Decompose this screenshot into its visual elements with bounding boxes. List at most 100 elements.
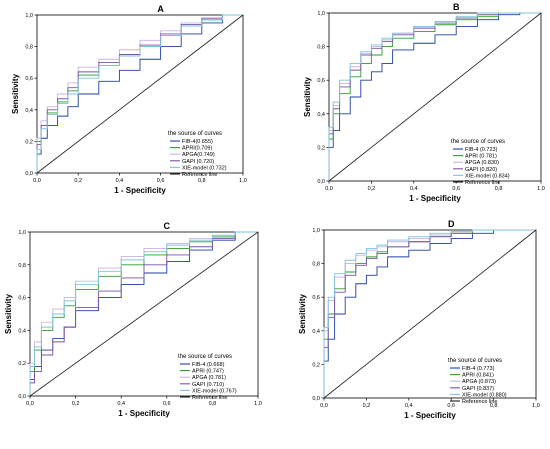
panel-label: D bbox=[448, 219, 455, 229]
y-tick-label: 0,6 bbox=[312, 295, 320, 301]
series-line-gapi bbox=[323, 229, 536, 398]
legend-entry: GAPI (0.710) bbox=[192, 382, 224, 388]
plot-frame bbox=[29, 231, 259, 397]
series-line-reference-line bbox=[29, 231, 259, 397]
x-tick-label: 0,4 bbox=[405, 403, 413, 409]
x-tick-label: 0,2 bbox=[368, 186, 376, 192]
x-tick-label: 0,0 bbox=[33, 178, 41, 184]
roc-panel-B: 0,0 0,2 0,4 0,6 0,8 1,0 0,0 0,2 0,4 0,6 0,8 1,0 1 - … bbox=[303, 2, 545, 203]
x-tick-label: 0,2 bbox=[72, 401, 80, 407]
legend-entry: APGA (0.873) bbox=[462, 379, 496, 385]
y-tick-label: 0,6 bbox=[25, 76, 33, 82]
series-line-fib-4 bbox=[328, 12, 541, 181]
x-axis-label: 1 - Specificity bbox=[404, 411, 456, 420]
y-tick-label: 1,0 bbox=[25, 13, 33, 19]
x-tick-label: 0,8 bbox=[490, 403, 498, 409]
x-tick-label: 1,0 bbox=[537, 186, 545, 192]
x-tick-label: 0,6 bbox=[157, 178, 165, 184]
legend-entry: GAPI (0.720) bbox=[182, 159, 214, 165]
x-tick-label: 0,6 bbox=[452, 186, 460, 192]
y-tick-label: 0,8 bbox=[25, 45, 33, 51]
y-tick-label: 0,2 bbox=[18, 361, 26, 367]
y-tick-label: 0,4 bbox=[25, 108, 33, 114]
legend-title: the source of curves bbox=[168, 131, 222, 137]
roc-panel-A: 0,0 0,2 0,4 0,6 0,8 1,0 0,0 0,2 0,4 0,6 0,8 1,0 1 - … bbox=[11, 4, 247, 195]
y-tick-label: 0,2 bbox=[25, 139, 33, 145]
y-tick-label: 0,8 bbox=[312, 262, 320, 268]
legend-entry: FIB-4 (0.773) bbox=[462, 366, 495, 372]
plot-frame bbox=[323, 229, 537, 399]
x-axis-label: 1 - Specificity bbox=[409, 194, 461, 203]
legend-entry: GAPI (0.820) bbox=[465, 167, 497, 173]
panel-label: C bbox=[164, 221, 171, 231]
y-tick-label: 0,4 bbox=[317, 112, 325, 118]
series-line-reference-line bbox=[36, 14, 244, 174]
legend-entry: APGA (0.830) bbox=[465, 160, 499, 166]
x-tick-label: 0,8 bbox=[495, 186, 503, 192]
y-tick-label: 0,8 bbox=[317, 45, 325, 51]
roc-panel-C: 0,0 0,2 0,4 0,6 0,8 1,0 0,0 0,2 0,4 0,6 0,8 1,0 1 - … bbox=[4, 221, 262, 418]
legend-entry: XIE-model (0.767) bbox=[192, 388, 237, 394]
y-axis-label: Sensitivity bbox=[4, 293, 13, 334]
x-tick-label: 1,0 bbox=[532, 403, 540, 409]
y-tick-label: 0,2 bbox=[312, 362, 320, 368]
series-line-reference-line bbox=[328, 12, 542, 182]
legend-entry: XIE-model (0.834) bbox=[465, 173, 510, 179]
roc-panel-D: 0,0 0,2 0,4 0,6 0,8 1,0 0,0 0,2 0,4 0,6 0,8 1,0 1 - … bbox=[298, 219, 540, 420]
series-line-xie-model bbox=[36, 14, 243, 173]
x-tick-label: 0,8 bbox=[209, 401, 217, 407]
y-tick-label: 0,6 bbox=[317, 78, 325, 84]
x-tick-label: 0,6 bbox=[163, 401, 171, 407]
plot-frame bbox=[36, 14, 244, 174]
y-tick-label: 0,0 bbox=[317, 179, 325, 185]
legend-title: the source of curves bbox=[451, 139, 505, 145]
series-line-xie-model bbox=[29, 231, 258, 396]
x-axis-label: 1 - Specificity bbox=[114, 186, 166, 195]
y-tick-label: 0,4 bbox=[312, 329, 320, 335]
legend-entry: APRI(0.709) bbox=[182, 146, 212, 152]
legend-entry: Reference line bbox=[192, 395, 227, 401]
y-axis-label: Sensitivity bbox=[11, 73, 20, 114]
x-tick-label: 0,2 bbox=[363, 403, 371, 409]
panel-label: A bbox=[157, 4, 164, 14]
x-tick-label: 0,8 bbox=[198, 178, 206, 184]
x-tick-label: 1,0 bbox=[254, 401, 262, 407]
y-axis-label: Sensitivity bbox=[298, 293, 307, 334]
series-line-reference-line bbox=[323, 229, 537, 399]
x-tick-label: 0,6 bbox=[447, 403, 455, 409]
legend-entry: APRI (0.781) bbox=[465, 154, 497, 160]
y-tick-label: 0,6 bbox=[18, 296, 26, 302]
legend-entry: XIE-model (0.732) bbox=[182, 165, 227, 171]
legend-entry: Reference line bbox=[462, 399, 497, 405]
x-tick-label: 0,0 bbox=[325, 186, 333, 192]
series-line-fib-4 bbox=[323, 229, 536, 398]
panel-label: B bbox=[453, 2, 460, 12]
series-line-fib-4 bbox=[36, 14, 243, 173]
x-tick-label: 0,4 bbox=[116, 178, 124, 184]
y-tick-label: 1,0 bbox=[312, 228, 320, 234]
y-tick-label: 0,0 bbox=[18, 394, 26, 400]
y-tick-label: 0,8 bbox=[18, 263, 26, 269]
legend-entry: FIB-4(0.655) bbox=[182, 139, 213, 145]
legend-entry: XIE-model (0.880) bbox=[462, 392, 507, 398]
legend-entry: FIB-4 (0.668) bbox=[192, 362, 225, 368]
legend-entry: APGA(0.749) bbox=[182, 152, 215, 158]
y-tick-label: 1,0 bbox=[18, 230, 26, 236]
x-axis-label: 1 - Specificity bbox=[118, 409, 170, 418]
x-tick-label: 0,0 bbox=[320, 403, 328, 409]
x-tick-label: 1,0 bbox=[239, 178, 247, 184]
plot-frame bbox=[328, 12, 542, 182]
y-tick-label: 1,0 bbox=[317, 11, 325, 17]
y-tick-label: 0,0 bbox=[25, 171, 33, 177]
x-tick-label: 0,4 bbox=[410, 186, 418, 192]
y-tick-label: 0,2 bbox=[317, 145, 325, 151]
series-line-xie-model bbox=[323, 229, 536, 398]
legend-title: the source of curves bbox=[448, 358, 502, 364]
legend-entry: Reference line bbox=[465, 180, 500, 186]
x-tick-label: 0,2 bbox=[74, 178, 82, 184]
legend-entry: APRI (0.747) bbox=[192, 369, 224, 375]
y-tick-label: 0,4 bbox=[18, 328, 26, 334]
y-tick-label: 0,0 bbox=[312, 396, 320, 402]
x-tick-label: 0,4 bbox=[117, 401, 125, 407]
